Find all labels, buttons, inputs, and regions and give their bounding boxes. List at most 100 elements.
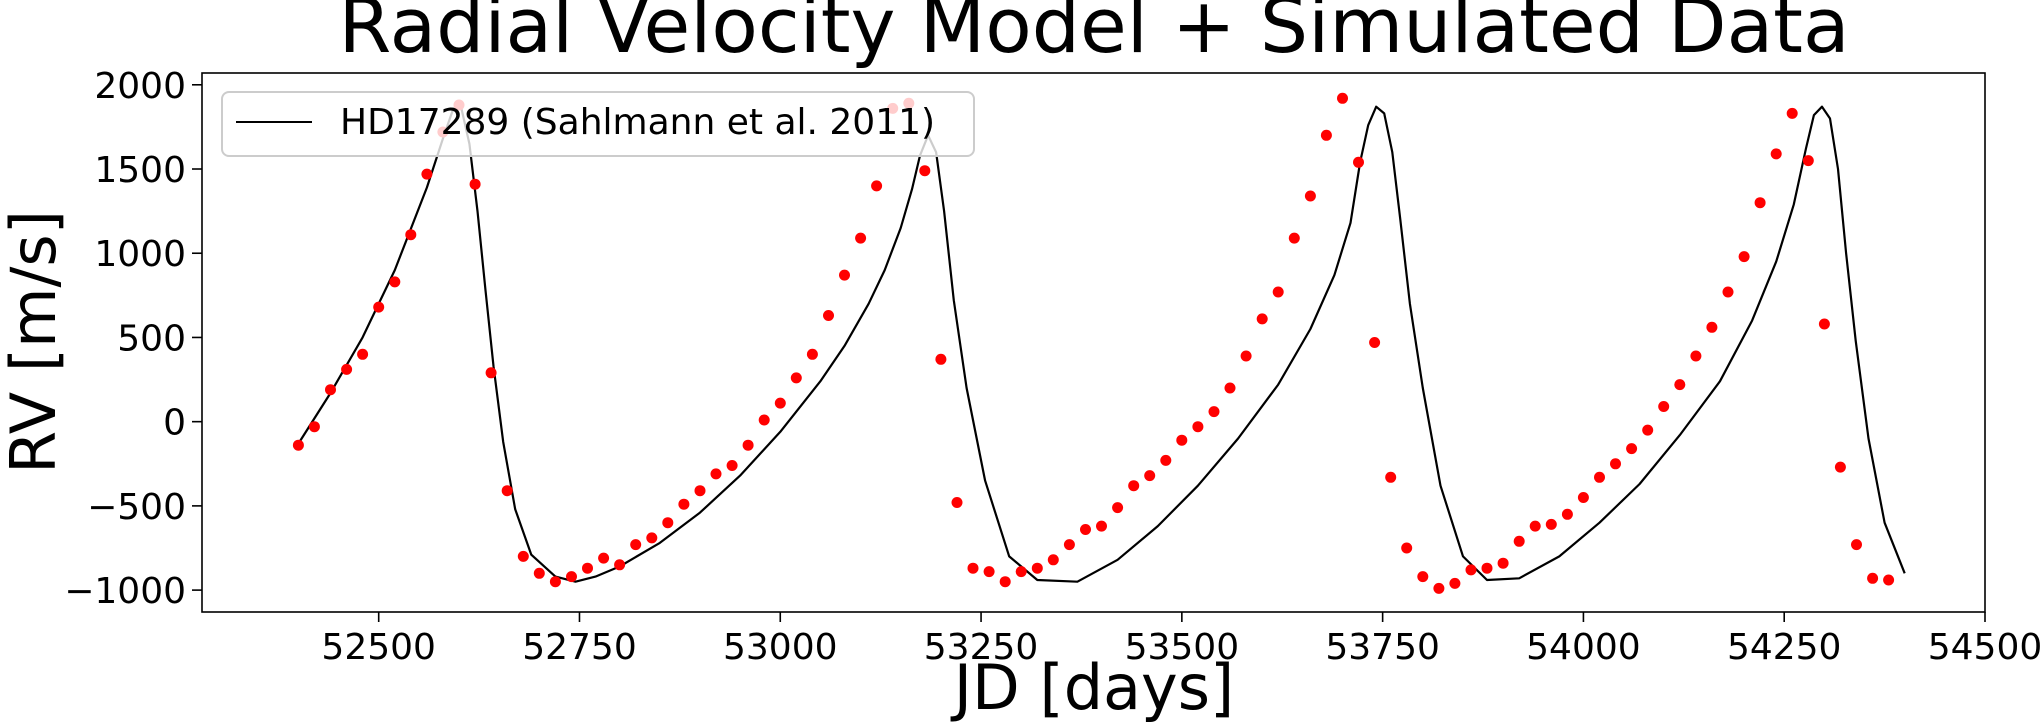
data-point [1128,480,1140,492]
data-point [1160,454,1172,466]
data-point [967,562,979,574]
data-point [1208,406,1220,418]
data-point [694,485,706,497]
x-axis-label: JD [days] [950,651,1234,723]
data-point [1561,508,1573,520]
data-point [1497,557,1509,569]
data-point [1513,535,1525,547]
data-point [1192,421,1204,433]
data-point [742,439,754,451]
y-tick-label: 1500 [94,150,186,191]
y-tick-label: 500 [117,318,186,359]
data-point [405,229,417,241]
data-point [1304,190,1316,202]
legend-entry-label: HD17289 (Sahlmann et al. 2011) [340,102,935,143]
data-point [1481,562,1493,574]
data-point [823,310,834,321]
data-point [871,180,883,192]
plot-area [202,73,1985,612]
data-point [710,468,722,480]
data-point [1754,197,1766,209]
data-point [341,363,353,375]
data-point [598,552,610,564]
data-point [582,562,593,574]
data-point [1337,92,1348,104]
x-tick-label: 54000 [1526,627,1641,668]
data-point [1288,232,1300,244]
data-point [1144,470,1156,482]
data-point [1610,458,1621,470]
data-point [1867,572,1879,584]
data-point [1658,401,1670,412]
x-tick-label: 53000 [723,627,838,668]
y-tick-label: −500 [87,487,186,528]
x-tick-label: 53250 [924,627,1039,668]
data-point [1690,350,1702,362]
data-point [935,353,947,365]
data-point [566,571,577,583]
legend: HD17289 (Sahlmann et al. 2011) [221,91,975,157]
data-point [1417,571,1429,583]
data-point [1770,148,1782,160]
data-point [1674,379,1686,391]
data-point [919,165,931,177]
data-point [1320,129,1332,141]
data-point [1256,313,1268,325]
data-point [1063,539,1075,551]
data-point [308,421,320,433]
data-point [1015,566,1027,578]
data-point [533,567,545,579]
data-point [1545,518,1557,530]
data-point [1353,156,1364,168]
legend-box [221,91,975,157]
x-tick-label: 54500 [1928,627,2043,668]
data-point [373,301,385,313]
data-point [1594,471,1605,483]
data-point [1369,337,1381,348]
data-point [806,348,818,360]
data-point [1449,577,1461,589]
data-point [1224,382,1236,394]
data-point [1722,286,1734,298]
data-point [1031,562,1043,574]
data-point [630,539,642,551]
y-tick-label: −1000 [64,571,186,612]
y-tick-label: 1000 [94,234,186,275]
data-point [758,414,770,426]
plot-frame [201,72,1986,613]
data-point [1176,434,1188,446]
data-point [1577,492,1589,503]
data-point [1401,542,1413,554]
data-point [1834,461,1846,473]
data-point [1240,350,1252,362]
data-point [662,517,674,529]
data-point [999,576,1011,588]
data-point [1738,251,1750,263]
data-point [517,550,529,562]
data-point [1883,574,1895,586]
data-point [1112,502,1124,514]
data-point [421,168,433,180]
data-point [1626,443,1638,455]
data-point [1096,520,1107,532]
model-curve-line [297,105,1906,583]
data-point [501,485,513,497]
model-curve-layer [297,105,1906,583]
x-tick-label: 54250 [1727,627,1842,668]
data-point [549,576,561,588]
data-point [1642,424,1654,436]
data-point [1529,520,1541,532]
data-point [855,232,867,244]
data-point [614,559,626,571]
data-point [325,384,336,396]
data-point [790,372,802,384]
x-tick-label: 52750 [522,627,637,668]
y-axis-label: RV [m/s] [0,210,70,474]
data-point [983,566,995,578]
data-point [389,276,401,288]
simulated-data-layer [292,92,1895,594]
data-point [1272,286,1284,298]
y-tick-label: 0 [163,403,186,444]
data-point [1802,155,1814,167]
